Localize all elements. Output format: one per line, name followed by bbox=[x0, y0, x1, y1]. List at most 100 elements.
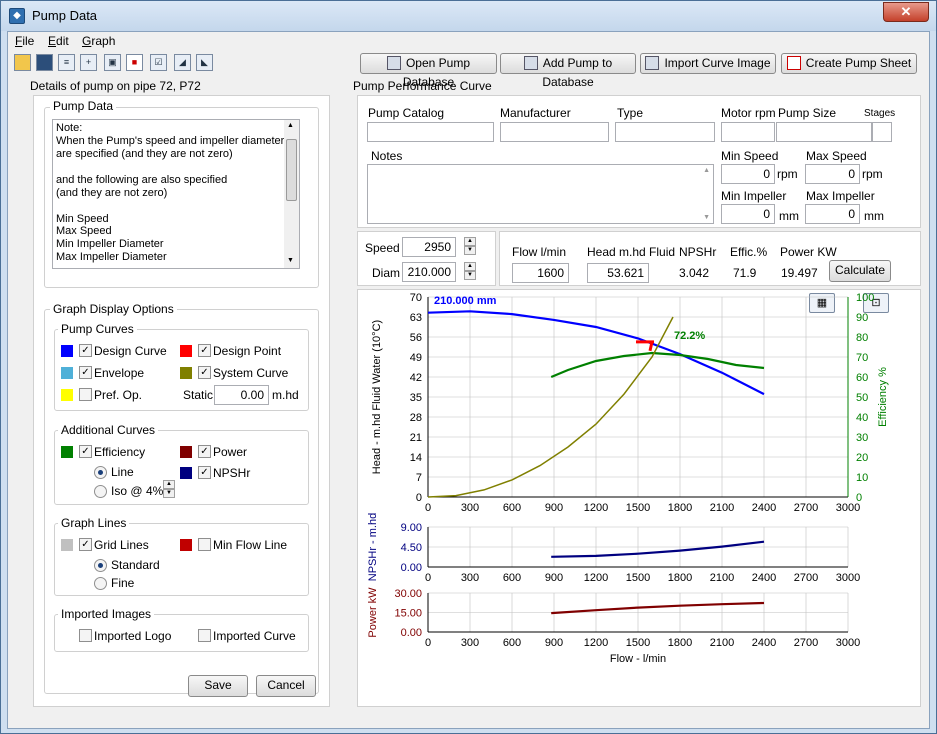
import-image-icon[interactable]: ▦ bbox=[809, 293, 835, 313]
grid-lines-checkbox[interactable]: ✓ bbox=[79, 538, 92, 551]
menu-edit[interactable]: Edit bbox=[48, 34, 69, 48]
pdf-icon[interactable]: ■ bbox=[126, 54, 143, 71]
cancel-button[interactable]: Cancel bbox=[256, 675, 316, 697]
scroll-thumb[interactable] bbox=[286, 139, 297, 201]
power-value: 19.497 bbox=[781, 266, 818, 280]
design-curve-checkbox[interactable]: ✓ bbox=[79, 344, 92, 357]
notes-scrollbar[interactable]: ▲ ▼ bbox=[284, 120, 299, 268]
diam-input[interactable]: 210.000 bbox=[402, 262, 456, 282]
min-speed-input[interactable]: 0 bbox=[721, 164, 775, 184]
npshr-checkbox[interactable]: ✓ bbox=[198, 466, 211, 479]
pref-op-checkbox[interactable] bbox=[79, 388, 92, 401]
manufacturer-input[interactable] bbox=[500, 122, 609, 142]
database-icon[interactable]: ≡ bbox=[58, 54, 75, 71]
envelope-checkbox[interactable]: ✓ bbox=[79, 366, 92, 379]
max-speed-input[interactable]: 0 bbox=[805, 164, 860, 184]
save-button[interactable]: Save bbox=[188, 675, 248, 697]
motor-rpm-input[interactable] bbox=[721, 122, 775, 142]
pump-size-input[interactable] bbox=[776, 122, 872, 142]
imported-curve-checkbox[interactable] bbox=[198, 629, 211, 642]
chart-panel bbox=[357, 289, 921, 707]
static-input[interactable]: 0.00 bbox=[214, 385, 269, 405]
pref-op-swatch[interactable] bbox=[61, 389, 73, 401]
pump-size-label: Pump Size bbox=[778, 106, 837, 120]
import-image-icon[interactable]: ▣ bbox=[104, 54, 121, 71]
min-flow-swatch[interactable] bbox=[180, 539, 192, 551]
diam-label: Diam bbox=[372, 266, 401, 280]
stages-input[interactable] bbox=[872, 122, 892, 142]
menu-graph[interactable]: Graph bbox=[82, 34, 116, 48]
fit-graph-icon[interactable]: ⊡ bbox=[863, 293, 889, 313]
head-input[interactable]: 53.621 bbox=[587, 263, 649, 283]
x-tick-label: 600 bbox=[503, 502, 521, 514]
import-curve-image-button[interactable]: Import Curve Image bbox=[640, 53, 776, 74]
iso-value[interactable]: 4% bbox=[146, 484, 164, 498]
grid-lines-swatch[interactable] bbox=[61, 539, 73, 551]
envelope-label: Envelope bbox=[94, 366, 145, 380]
power-header: Power KW bbox=[780, 245, 837, 259]
min-impeller-input[interactable]: 0 bbox=[721, 204, 775, 224]
graph-zoom-icon[interactable]: ◣ bbox=[196, 54, 213, 71]
details-title: Details of pump on pipe 72, P72 bbox=[30, 79, 201, 93]
create-pump-sheet-button[interactable]: Create Pump Sheet bbox=[781, 53, 917, 74]
min-flow-checkbox[interactable] bbox=[198, 538, 211, 551]
design-point-swatch[interactable] bbox=[180, 345, 192, 357]
x-tick-label: 300 bbox=[461, 502, 479, 514]
line-radio[interactable] bbox=[94, 466, 107, 479]
scroll-down-icon[interactable]: ▼ bbox=[287, 257, 294, 264]
calculate-button[interactable]: Calculate bbox=[829, 260, 891, 282]
standard-radio[interactable] bbox=[94, 559, 107, 572]
system-curve-label: System Curve bbox=[213, 366, 289, 380]
y-axis-label: Power kW bbox=[367, 587, 379, 638]
power-swatch[interactable] bbox=[180, 446, 192, 458]
iso-radio[interactable] bbox=[94, 485, 107, 498]
graph-icon[interactable]: ◢ bbox=[174, 54, 191, 71]
add-database-icon[interactable]: + bbox=[80, 54, 97, 71]
menu-file[interactable]: File bbox=[15, 34, 35, 48]
checklist-icon[interactable]: ☑ bbox=[150, 54, 167, 71]
power-checkbox[interactable]: ✓ bbox=[198, 445, 211, 458]
efficiency-checkbox[interactable]: ✓ bbox=[79, 445, 92, 458]
system-curve-swatch[interactable] bbox=[180, 367, 192, 379]
speed-down-icon[interactable]: ▼ bbox=[464, 246, 476, 255]
imported-logo-checkbox[interactable] bbox=[79, 629, 92, 642]
design-curve-swatch[interactable] bbox=[61, 345, 73, 357]
iso-up-icon[interactable]: ▲ bbox=[163, 480, 175, 489]
speed-input[interactable]: 2950 bbox=[402, 237, 456, 257]
x-tick-label: 2400 bbox=[752, 637, 776, 649]
save-disk-icon[interactable] bbox=[36, 54, 53, 71]
notes-textarea[interactable]: Note: When the Pump's speed and impeller … bbox=[52, 119, 300, 269]
speed-up-icon[interactable]: ▲ bbox=[464, 237, 476, 246]
flow-input[interactable]: 1600 bbox=[512, 263, 569, 283]
pump-catalog-input[interactable] bbox=[367, 122, 494, 142]
graph-lines-group bbox=[54, 523, 309, 596]
pump-performance-title: Pump Performance Curve bbox=[353, 79, 492, 93]
system-curve-checkbox[interactable]: ✓ bbox=[198, 366, 211, 379]
max-impeller-input[interactable]: 0 bbox=[805, 204, 860, 224]
diam-up-icon[interactable]: ▲ bbox=[464, 262, 476, 271]
design-point-checkbox[interactable]: ✓ bbox=[198, 344, 211, 357]
scroll-up-icon[interactable]: ▲ bbox=[287, 122, 294, 129]
iso-label: Iso @ bbox=[111, 484, 143, 498]
y-tick-label: 9.00 bbox=[401, 522, 422, 534]
y2-tick-label: 50 bbox=[856, 392, 868, 404]
fine-radio[interactable] bbox=[94, 577, 107, 590]
app-icon: ◆ bbox=[9, 8, 25, 24]
diam-down-icon[interactable]: ▼ bbox=[464, 271, 476, 280]
open-pump-database-button[interactable]: Open Pump Database bbox=[360, 53, 497, 89]
y2-tick-label: 20 bbox=[856, 452, 868, 464]
min-impeller-label: Min Impeller bbox=[721, 189, 787, 203]
npshr-swatch[interactable] bbox=[180, 467, 192, 479]
envelope-swatch[interactable] bbox=[61, 367, 73, 379]
y-tick-label: 49 bbox=[410, 352, 422, 364]
type-input[interactable] bbox=[615, 122, 715, 142]
efficiency-swatch[interactable] bbox=[61, 446, 73, 458]
scroll-up-icon[interactable]: ▲ bbox=[703, 167, 710, 174]
add-pump-to-database-button[interactable]: Add Pump to Database bbox=[500, 53, 636, 89]
scroll-down-icon[interactable]: ▼ bbox=[703, 214, 710, 221]
open-folder-icon[interactable] bbox=[14, 54, 31, 71]
iso-down-icon[interactable]: ▼ bbox=[163, 489, 175, 498]
close-button[interactable]: ✕ bbox=[883, 2, 929, 22]
x-tick-label: 1800 bbox=[668, 502, 692, 514]
pump-notes-input[interactable]: ▲ ▼ bbox=[367, 164, 714, 224]
